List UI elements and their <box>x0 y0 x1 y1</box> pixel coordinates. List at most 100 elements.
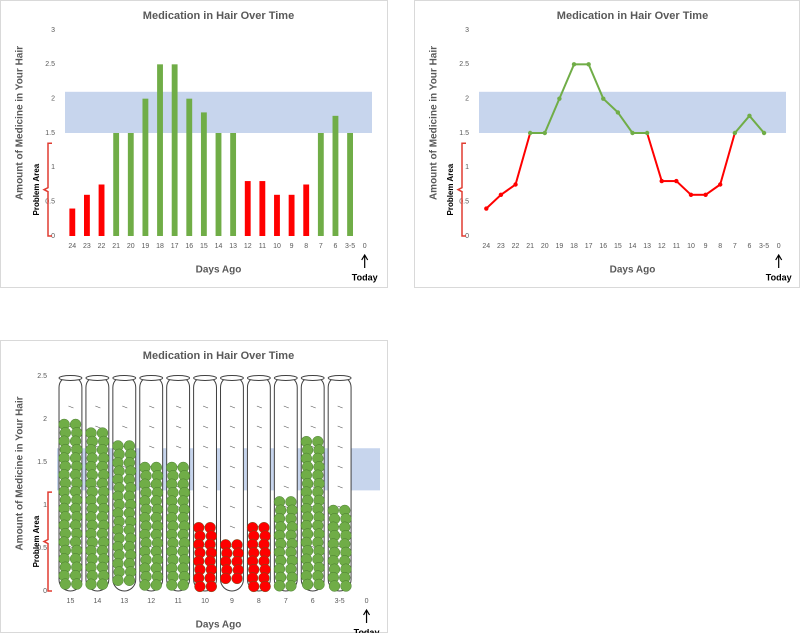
line-segment <box>617 111 634 134</box>
y-tick-label: 3 <box>51 27 55 34</box>
ball <box>205 580 217 593</box>
y-tick-label: 0.5 <box>45 199 55 206</box>
x-tick-label: 9 <box>290 243 294 250</box>
bar <box>230 133 237 236</box>
tube-tick <box>229 485 236 489</box>
ball <box>220 572 232 585</box>
point <box>542 130 547 136</box>
tube-tick <box>229 425 236 429</box>
x-axis-title: Days Ago <box>610 265 656 276</box>
x-tick-label: 17 <box>171 243 179 250</box>
x-tick-label: 12 <box>658 243 666 250</box>
x-tick-label: 11 <box>174 598 181 605</box>
today-label: Today <box>352 272 378 282</box>
problem-label: Problem Area <box>446 163 455 215</box>
point <box>527 130 533 136</box>
tube-tick <box>229 445 236 449</box>
point <box>630 130 635 136</box>
problem-bracket <box>42 491 52 592</box>
bar <box>186 98 193 237</box>
tube-tick <box>310 425 316 429</box>
y-tick-label: 2 <box>465 96 469 103</box>
tube-tick <box>310 405 316 409</box>
x-tick-label: 10 <box>687 243 695 250</box>
tube-fill <box>220 539 244 585</box>
tube-tick <box>337 465 343 469</box>
x-tick-label: 6 <box>747 243 751 250</box>
tube-tick <box>283 445 289 449</box>
y-axis-title: Amount of Medicine in Your Hair <box>429 46 440 200</box>
point <box>615 110 621 115</box>
tube-tick <box>68 405 74 409</box>
tube-tick <box>122 425 128 429</box>
tube-tick <box>229 405 236 409</box>
tube-tick <box>283 485 289 489</box>
x-tick-label: 13 <box>120 598 128 605</box>
ball <box>139 579 151 591</box>
x-tick-label: 8 <box>257 598 261 605</box>
ball <box>71 578 83 590</box>
line-segment <box>485 194 502 210</box>
today-arrow <box>775 253 783 268</box>
tube-rim <box>166 375 191 381</box>
tube-tick <box>202 485 209 489</box>
bar <box>215 133 222 236</box>
tube-tick <box>337 405 343 409</box>
x-tick-label: 22 <box>512 243 520 250</box>
tube-tick <box>95 405 101 409</box>
problem-label: Problem Area <box>32 515 41 567</box>
point <box>674 178 679 184</box>
x-axis-title: Days Ago <box>196 265 242 276</box>
y-tick-label: 1 <box>465 164 469 171</box>
tube-tick <box>256 425 262 429</box>
tube-tick <box>202 465 209 469</box>
chart-title: Medication in Hair Over Time <box>557 10 708 22</box>
tube-rim <box>193 375 217 381</box>
tube-tick <box>256 485 262 489</box>
y-tick-label: 1.5 <box>37 459 47 466</box>
bar <box>84 194 90 236</box>
today-arrow <box>361 253 369 268</box>
x-tick-label: 16 <box>599 243 607 250</box>
x-tick-label: 6 <box>333 243 337 250</box>
y-tick-label: 3 <box>465 27 469 34</box>
bar <box>127 133 134 236</box>
y-tick-label: 2.5 <box>45 61 55 68</box>
x-tick-label: 11 <box>259 243 266 250</box>
ball <box>166 579 178 591</box>
tube-tick <box>202 505 209 509</box>
tube-tick <box>256 505 262 509</box>
x-tick-label: 6 <box>311 598 315 605</box>
bar <box>347 133 353 236</box>
today-arrow <box>363 608 371 623</box>
line-segment <box>587 63 605 100</box>
line-segment <box>543 98 561 134</box>
x-tick-label: 8 <box>718 243 722 250</box>
point <box>703 192 708 197</box>
y-tick-label: 1 <box>43 502 47 509</box>
x-tick-label: 0 <box>363 243 367 250</box>
tube-rim <box>112 375 137 381</box>
point <box>732 130 738 136</box>
bar <box>274 194 280 236</box>
line-segment <box>675 180 692 196</box>
x-tick-label: 7 <box>284 598 288 605</box>
line-segment <box>514 132 532 185</box>
tube-fill <box>112 440 137 586</box>
line-segment <box>719 132 736 185</box>
tube-tick <box>202 425 209 429</box>
tube-fill <box>246 522 271 593</box>
x-tick-label: 9 <box>230 598 234 605</box>
bar <box>317 133 324 236</box>
problem-bracket <box>456 142 466 237</box>
point <box>601 96 606 101</box>
ball <box>328 580 341 592</box>
x-tick-label: 15 <box>67 598 75 605</box>
tube-rim <box>58 375 83 381</box>
line-segment <box>558 63 575 100</box>
tube-tick <box>337 485 343 489</box>
tube-rim <box>327 375 352 381</box>
tube-tick <box>337 445 343 449</box>
tube-fill <box>273 496 298 592</box>
